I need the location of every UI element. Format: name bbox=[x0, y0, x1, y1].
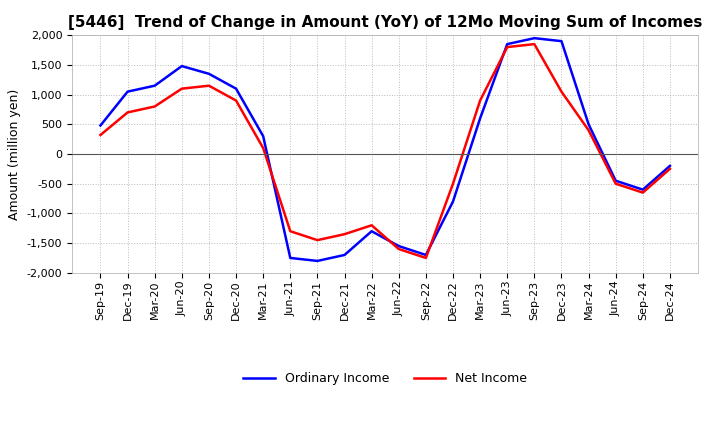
Net Income bbox=[150, 104, 159, 109]
Ordinary Income bbox=[341, 252, 349, 257]
Net Income bbox=[259, 145, 268, 150]
Ordinary Income bbox=[665, 163, 674, 169]
Ordinary Income bbox=[150, 83, 159, 88]
Net Income bbox=[665, 166, 674, 172]
Net Income bbox=[395, 246, 403, 252]
Legend: Ordinary Income, Net Income: Ordinary Income, Net Income bbox=[238, 367, 532, 390]
Net Income bbox=[557, 89, 566, 94]
Title: [5446]  Trend of Change in Amount (YoY) of 12Mo Moving Sum of Incomes: [5446] Trend of Change in Amount (YoY) o… bbox=[68, 15, 703, 30]
Ordinary Income bbox=[204, 71, 213, 77]
Ordinary Income bbox=[584, 121, 593, 127]
Ordinary Income bbox=[178, 63, 186, 69]
Net Income bbox=[232, 98, 240, 103]
Ordinary Income bbox=[557, 38, 566, 44]
Ordinary Income bbox=[421, 252, 430, 257]
Y-axis label: Amount (million yen): Amount (million yen) bbox=[8, 88, 21, 220]
Net Income bbox=[449, 181, 457, 186]
Net Income bbox=[178, 86, 186, 91]
Ordinary Income bbox=[503, 41, 511, 47]
Ordinary Income bbox=[530, 36, 539, 41]
Ordinary Income bbox=[96, 123, 105, 128]
Line: Ordinary Income: Ordinary Income bbox=[101, 38, 670, 261]
Net Income bbox=[611, 181, 620, 186]
Ordinary Income bbox=[313, 258, 322, 264]
Ordinary Income bbox=[639, 187, 647, 192]
Ordinary Income bbox=[232, 86, 240, 91]
Ordinary Income bbox=[367, 229, 376, 234]
Ordinary Income bbox=[449, 199, 457, 204]
Net Income bbox=[96, 132, 105, 138]
Net Income bbox=[204, 83, 213, 88]
Ordinary Income bbox=[259, 133, 268, 139]
Net Income bbox=[503, 44, 511, 50]
Ordinary Income bbox=[395, 243, 403, 249]
Ordinary Income bbox=[611, 178, 620, 183]
Net Income bbox=[367, 223, 376, 228]
Net Income bbox=[476, 98, 485, 103]
Net Income bbox=[313, 238, 322, 243]
Line: Net Income: Net Income bbox=[101, 44, 670, 258]
Net Income bbox=[421, 255, 430, 260]
Ordinary Income bbox=[476, 116, 485, 121]
Net Income bbox=[530, 41, 539, 47]
Net Income bbox=[584, 128, 593, 133]
Net Income bbox=[341, 231, 349, 237]
Ordinary Income bbox=[286, 255, 294, 260]
Net Income bbox=[286, 229, 294, 234]
Ordinary Income bbox=[123, 89, 132, 94]
Net Income bbox=[123, 110, 132, 115]
Net Income bbox=[639, 190, 647, 195]
